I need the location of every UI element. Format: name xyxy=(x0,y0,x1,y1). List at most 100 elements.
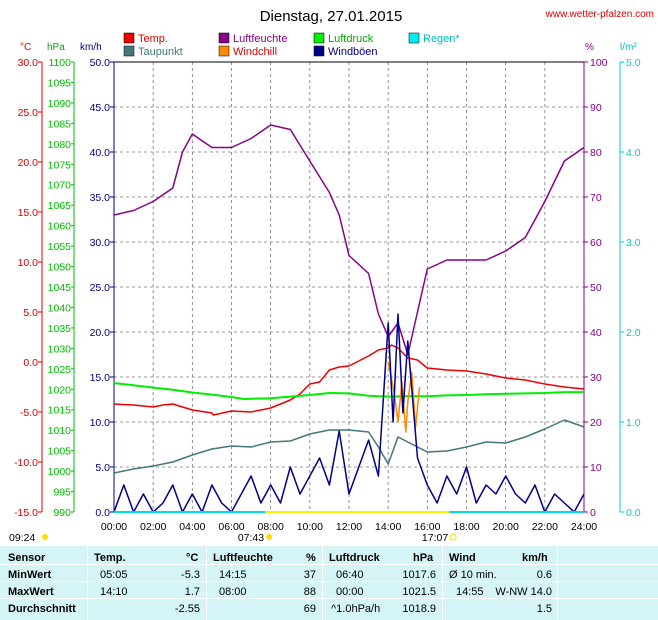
legend-label: Luftdruck xyxy=(328,33,374,45)
pressure-tick-label: 1005 xyxy=(48,446,72,458)
wind-tick-label: 40.0 xyxy=(90,147,111,159)
stats-temp-time: 05:05 xyxy=(100,569,128,581)
pressure-tick-label: 990 xyxy=(53,507,71,519)
humidity-unit-label: % xyxy=(585,42,594,53)
stats-header-sensor: Sensor xyxy=(8,552,46,564)
humidity-tick-label: 40 xyxy=(590,327,602,339)
pressure-tick-label: 1015 xyxy=(48,405,72,417)
pressure-tick-label: 1025 xyxy=(48,364,72,376)
time-tick-label: 00:00 xyxy=(101,521,127,533)
series-layer xyxy=(113,124,585,513)
pressure-tick-label: 1050 xyxy=(48,262,72,274)
temp-tick-label: 20.0 xyxy=(18,157,39,169)
pressure-tick-label: 1100 xyxy=(48,57,71,69)
legend-item-rain: Regen* xyxy=(408,32,460,45)
sun-duration: 09:24 xyxy=(9,532,35,544)
pressure-tick-label: 1040 xyxy=(48,302,72,314)
series-line-windb-en xyxy=(113,313,585,513)
stats-row-average: Durchschnitt -2.55 69 ^1.0hPa/h 1018.9 1… xyxy=(0,603,658,620)
sun-markers: 07:43 17:07 09:24 xyxy=(9,511,584,544)
time-tick-label: 02:00 xyxy=(140,521,166,533)
pressure-tick-label: 1020 xyxy=(48,384,72,396)
stats-row-min: MinWert 05:05 -5.3 14:15 37 06:40 1017.6… xyxy=(0,569,658,586)
stats-row-label: MinWert xyxy=(8,569,52,581)
stats-temp-value: 1.7 xyxy=(184,586,200,598)
series-line-windchill xyxy=(387,361,421,433)
humidity-tick-label: 80 xyxy=(590,147,602,159)
humidity-tick-label: 0 xyxy=(590,507,596,519)
temp-unit-label: °C xyxy=(20,42,31,53)
stats-row-label: MaxWert xyxy=(8,586,54,598)
legend-item-humidity: Luftfeuchte xyxy=(218,32,287,45)
time-tick-label: 24:00 xyxy=(571,521,597,533)
statistics-table: Sensor Temp. °C Luftfeuchte % Luftdruck … xyxy=(0,546,658,620)
stats-pressure-value: 1021.5 xyxy=(402,586,436,598)
stats-temp-time: 14:10 xyxy=(100,586,128,598)
time-tick-label: 12:00 xyxy=(336,521,362,533)
humidity-tick-label: 20 xyxy=(590,417,602,429)
wind-tick-label: 20.0 xyxy=(90,327,111,339)
pressure-tick-label: 1095 xyxy=(48,77,72,89)
pressure-tick-label: 1035 xyxy=(48,323,72,335)
time-tick-label: 14:00 xyxy=(375,521,401,533)
wind-tick-label: 15.0 xyxy=(90,372,111,384)
legend-item-dewpoint: Taupunkt xyxy=(123,45,183,58)
stats-temp-value: -2.55 xyxy=(174,603,200,615)
humidity-tick-label: 90 xyxy=(590,102,602,114)
wind-tick-label: 10.0 xyxy=(90,417,111,429)
time-tick-label: 10:00 xyxy=(297,521,323,533)
temp-tick-label: -10.0 xyxy=(14,457,38,469)
sunset-time: 17:07 xyxy=(422,532,448,544)
stats-humidity-value: 88 xyxy=(303,586,316,598)
time-tick-label: 18:00 xyxy=(453,521,479,533)
rain-tick-label: 3.0 xyxy=(626,237,641,249)
legend-item-windchill: Windchill xyxy=(218,45,277,58)
stats-header-pressure-unit: hPa xyxy=(413,552,434,564)
rain-unit-label: l/m² xyxy=(620,42,637,53)
temp-tick-label: 10.0 xyxy=(18,257,39,269)
time-tick-label: 20:00 xyxy=(493,521,519,533)
temp-tick-label: 5.0 xyxy=(23,307,38,319)
pressure-tick-label: 1030 xyxy=(48,343,72,355)
pressure-unit-label: hPa xyxy=(47,42,65,53)
stats-header-wind-unit: km/h xyxy=(522,552,548,564)
stats-header-pressure: Luftdruck xyxy=(329,552,380,564)
stats-wind-time: 14:55 xyxy=(456,586,484,598)
site-link[interactable]: www.wetter-pfalzen.com xyxy=(545,9,654,20)
stats-header-humidity-unit: % xyxy=(306,552,316,564)
pressure-tick-label: 1080 xyxy=(48,139,72,151)
stats-humidity-time: 08:00 xyxy=(219,586,247,598)
time-tick-label: 04:00 xyxy=(179,521,205,533)
series-line-luftdruck xyxy=(113,382,584,401)
legend-label: Taupunkt xyxy=(138,46,183,58)
legend-item-gusts: Windböen xyxy=(313,45,378,58)
stats-header-temp: Temp. xyxy=(94,552,126,564)
pressure-tick-label: 1000 xyxy=(48,466,72,478)
legend-label: Windböen xyxy=(328,46,378,58)
stats-wind-time: Ø 10 min. xyxy=(449,569,497,581)
pressure-tick-label: 1090 xyxy=(48,98,72,110)
rain-tick-label: 1.0 xyxy=(626,417,641,429)
pressure-tick-label: 995 xyxy=(53,487,71,499)
time-tick-label: 22:00 xyxy=(532,521,558,533)
humidity-tick-label: 100 xyxy=(590,57,608,69)
axes: 30.0 25.0 20.0 15.0 10.0 5.0 0.0 -5.0 -10.0 -15.0… xyxy=(14,57,641,533)
pressure-tick-label: 1045 xyxy=(48,282,72,294)
sunrise-icon xyxy=(266,534,273,540)
sunrise-time: 07:43 xyxy=(238,532,264,544)
grid xyxy=(113,61,585,513)
stats-wind-value: W-NW 14.0 xyxy=(495,586,552,598)
wind-tick-label: 0.0 xyxy=(95,507,110,519)
time-tick-label: 16:00 xyxy=(414,521,440,533)
legend-item-temp: Temp. xyxy=(123,32,168,45)
rain-tick-label: 0.0 xyxy=(626,507,641,519)
pressure-tick-label: 1055 xyxy=(48,241,72,253)
humidity-tick-label: 60 xyxy=(590,237,602,249)
stats-pressure-value: 1017.6 xyxy=(402,569,436,581)
rain-tick-label: 5.0 xyxy=(626,57,641,69)
pressure-tick-label: 1060 xyxy=(48,221,72,233)
series-line-temp- xyxy=(113,344,585,416)
stats-header-temp-unit: °C xyxy=(186,552,199,564)
stats-humidity-value: 69 xyxy=(303,603,316,615)
wind-unit-label: km/h xyxy=(80,42,102,53)
